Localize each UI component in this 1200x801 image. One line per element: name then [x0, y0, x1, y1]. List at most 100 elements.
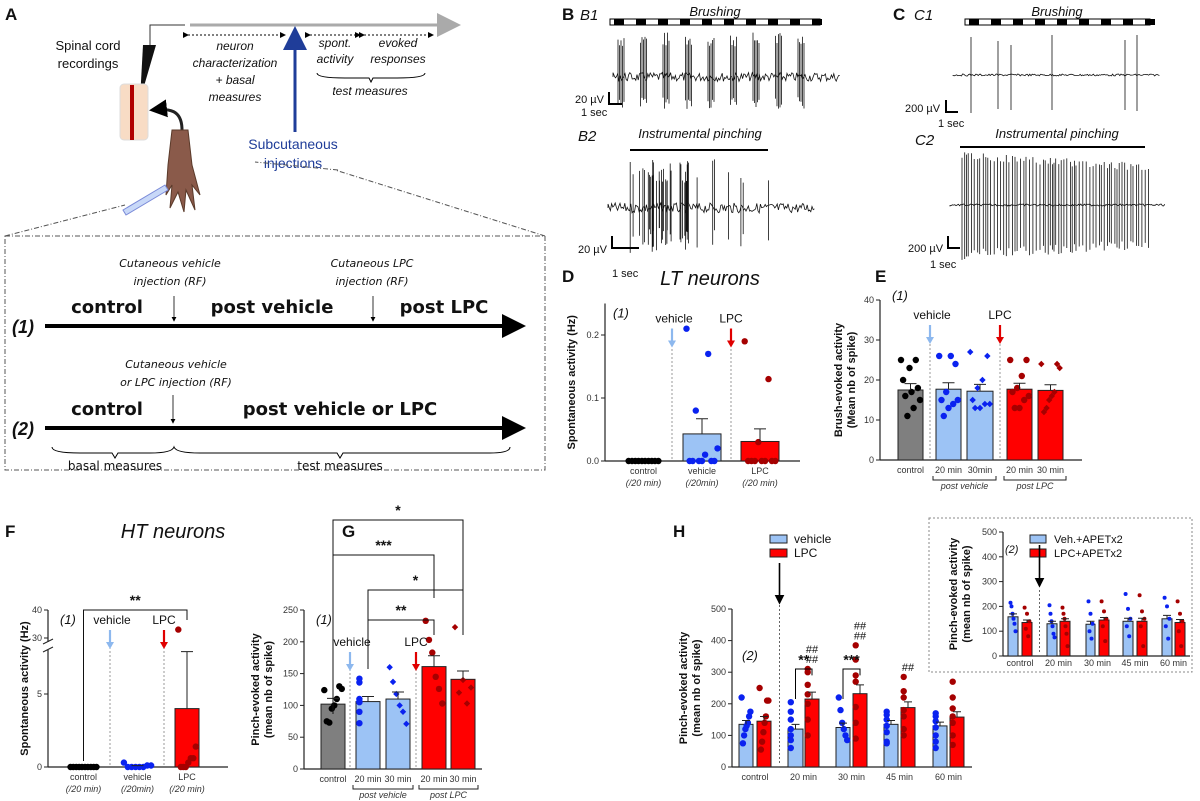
data-point: [1087, 629, 1092, 634]
data-point: [971, 404, 979, 412]
hash-mark: ##: [854, 620, 867, 632]
data-point: [356, 708, 363, 715]
trace-b2-stimulus: Instrumental pinching: [638, 126, 762, 141]
y-tick-label: 300: [711, 667, 726, 677]
data-point: [900, 673, 907, 681]
b1-stimulus-bar-segment: [680, 19, 690, 25]
group-label: post LPC: [1015, 481, 1054, 491]
neuron-char-label: neuron: [216, 39, 254, 53]
data-point: [1140, 609, 1144, 614]
data-point: [949, 719, 956, 726]
panel-label-h: H: [673, 522, 685, 541]
data-point: [432, 673, 439, 680]
measure-braces: [51, 445, 511, 459]
data-point: [938, 396, 945, 404]
panel-label-b: B: [562, 5, 574, 24]
data-point: [1088, 611, 1093, 616]
data-point: [321, 686, 328, 694]
error-bar: [887, 720, 895, 725]
data-point: [787, 732, 794, 739]
c1-stimulus-bar-segment: [969, 19, 979, 25]
data-point: [422, 617, 429, 624]
data-point: [459, 676, 467, 684]
c1-stimulus-bar-segment: [1013, 19, 1023, 25]
hash-mark: ##: [854, 630, 867, 642]
y-tick-label: 5: [37, 689, 42, 699]
data-point: [900, 694, 907, 701]
category-label: LPC: [751, 466, 769, 476]
data-point: [943, 388, 950, 396]
y-axis-label: Spontaneous activity (Hz): [19, 621, 31, 756]
marker-label: vehicle: [93, 613, 131, 627]
error-bar: [131, 765, 144, 767]
category-label: 30 min: [1084, 658, 1111, 668]
charts: 0.0 0.1 0.2 Spontaneous activity (Hz) (1) con…: [19, 288, 1190, 800]
y-tick-label: 400: [711, 636, 726, 646]
data-point: [969, 396, 976, 404]
data-point: [1009, 604, 1014, 609]
data-point: [1008, 600, 1013, 605]
error-bar: [1009, 613, 1017, 617]
legend-label: LPC+APETx2: [1054, 548, 1122, 560]
c1-scale-voltage: 200 µV: [905, 103, 941, 115]
data-point: [1061, 611, 1066, 616]
error-bar: [696, 418, 708, 434]
data-point: [1100, 624, 1105, 629]
spont-label: spont.: [319, 36, 352, 50]
data-point: [932, 713, 939, 720]
p2-inj-label: Cutaneous vehicle: [125, 358, 227, 371]
data-point: [914, 384, 922, 392]
zoom-lines: [4, 161, 546, 237]
c1-stimulus-bar-segment: [991, 19, 1001, 25]
data-point: [787, 725, 794, 733]
data-point: [1137, 593, 1142, 598]
data-point: [1178, 611, 1182, 616]
data-point: [1180, 619, 1185, 624]
y-tick-label: 100: [711, 730, 726, 740]
data-point: [1138, 624, 1143, 629]
significance-label: **: [798, 651, 809, 667]
chart-e: 0 10 20 30 40 Brush-evoked activity (Mean nb o…: [833, 288, 1082, 491]
error-bar: [457, 670, 469, 680]
data-point: [333, 695, 340, 703]
data-point: [804, 732, 811, 739]
data-point: [192, 743, 199, 750]
data-point: [429, 649, 436, 656]
data-point: [389, 678, 397, 686]
data-point: [976, 404, 984, 412]
data-point: [1103, 639, 1108, 644]
y-tick-label: 250: [283, 605, 298, 615]
neuron-char-label-3: + basal: [215, 73, 254, 87]
p1-phase-post-vehicle: post vehicle: [211, 297, 334, 318]
arrow-head: [160, 642, 168, 649]
error-bar: [1176, 619, 1184, 623]
data-point: [1009, 388, 1016, 396]
data-point: [1126, 606, 1130, 611]
data-point: [1162, 595, 1167, 600]
legend-swatch: [1029, 534, 1047, 544]
error-bar: [1138, 617, 1146, 622]
data-point: [84, 763, 92, 771]
significance-label: **: [130, 592, 141, 608]
error-bar: [856, 684, 864, 694]
error-bar: [1044, 384, 1057, 391]
category-label: vehicle: [123, 772, 151, 782]
panel-label-f: F: [5, 522, 15, 541]
marker-label: LPC: [152, 613, 176, 627]
electrode-wire: [149, 24, 185, 45]
data-point: [883, 729, 890, 736]
data-point: [804, 681, 811, 688]
evoked-label: evoked: [379, 36, 418, 50]
data-point: [1020, 396, 1028, 404]
recording-label: Spinal cord: [55, 38, 120, 53]
error-bar: [392, 691, 404, 700]
trace-c2-stimulus: Instrumental pinching: [995, 126, 1119, 141]
data-point: [740, 732, 748, 739]
data-point: [932, 732, 939, 739]
data-point: [932, 718, 939, 725]
data-point: [760, 729, 767, 736]
data-point: [949, 678, 956, 685]
data-point: [1040, 408, 1048, 416]
